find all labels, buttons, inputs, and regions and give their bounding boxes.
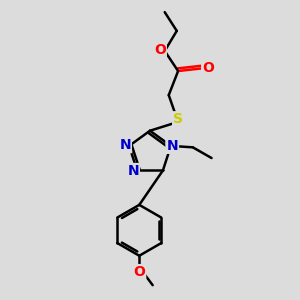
Text: N: N	[127, 164, 139, 178]
Text: N: N	[119, 138, 131, 152]
Text: S: S	[173, 112, 183, 126]
Text: O: O	[202, 61, 214, 75]
Text: N: N	[167, 139, 178, 153]
Text: O: O	[134, 265, 145, 279]
Text: O: O	[154, 44, 166, 57]
